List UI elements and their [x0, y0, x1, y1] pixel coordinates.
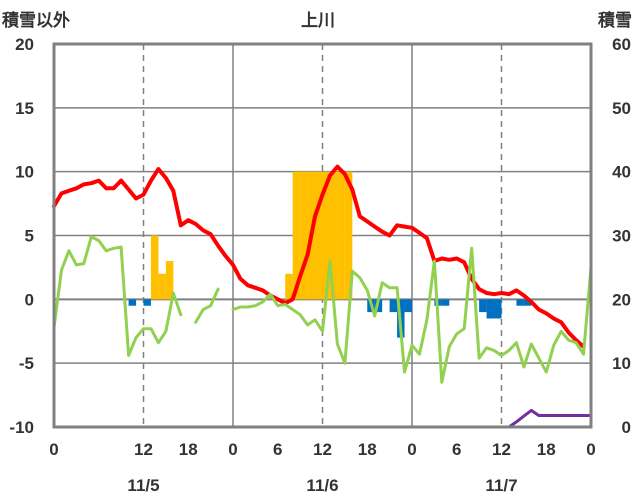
- negative-bar: [389, 299, 398, 313]
- negative-bar: [441, 299, 450, 306]
- left-tick-label: 10: [15, 163, 34, 182]
- left-tick-label: 20: [15, 35, 34, 54]
- right-tick-label: 40: [612, 163, 631, 182]
- day-label: 11/6: [306, 476, 338, 495]
- left-tick-label: 5: [25, 227, 34, 246]
- right-tick-label: 10: [612, 354, 631, 373]
- negative-bar: [516, 299, 524, 306]
- plot-frame: [52, 42, 593, 429]
- right-tick-label: 50: [612, 99, 631, 118]
- series-line: [194, 287, 220, 324]
- right-tick-label: 60: [612, 35, 631, 54]
- negative-bar: [486, 299, 495, 319]
- x-tick-label: 18: [179, 440, 198, 459]
- right-axis-title: 積雪: [598, 10, 632, 30]
- negative-bar: [143, 299, 151, 306]
- x-tick-label: 6: [452, 440, 461, 459]
- positive-bar: [165, 261, 174, 300]
- left-tick-label: 0: [25, 290, 34, 309]
- positive-bar: [315, 171, 323, 300]
- x-tick-label: 0: [407, 440, 416, 459]
- negative-bar: [404, 299, 412, 313]
- positive-bar: [300, 171, 308, 300]
- positive-bar: [322, 171, 330, 300]
- x-tick-label: 12: [492, 440, 511, 459]
- x-tick-label: 0: [228, 440, 237, 459]
- positive-bar: [344, 171, 353, 300]
- x-tick-label: 18: [358, 440, 377, 459]
- negative-bar: [128, 299, 137, 306]
- positive-bar: [158, 273, 166, 300]
- series-line: [52, 164, 586, 349]
- positive-bar: [285, 273, 293, 300]
- right-tick-label: 30: [612, 227, 631, 246]
- x-tick-label: 18: [537, 440, 556, 459]
- right-tick-label: 0: [622, 418, 631, 437]
- positive-bar: [150, 235, 159, 300]
- x-tick-label: 12: [134, 440, 153, 459]
- left-tick-label: 15: [15, 99, 34, 118]
- day-label: 11/7: [485, 476, 517, 495]
- left-tick-label: -10: [9, 418, 34, 437]
- positive-bar: [292, 171, 301, 300]
- left-axis-title: 積雪以外: [2, 10, 70, 30]
- series-line: [52, 235, 183, 357]
- chart-title: 上川: [301, 11, 335, 30]
- left-tick-label: -5: [19, 354, 34, 373]
- negative-bar: [494, 299, 502, 319]
- x-tick-label: 12: [313, 440, 332, 459]
- negative-bar: [523, 299, 532, 306]
- right-tick-label: 20: [612, 290, 631, 309]
- positive-bar: [337, 171, 345, 300]
- x-tick-label: 6: [273, 440, 282, 459]
- positive-bar: [329, 171, 338, 300]
- x-tick-label: 0: [586, 440, 595, 459]
- negative-bar: [479, 299, 487, 313]
- axis-ticks: -10 -5 0 5 10 15 20 0 10 20 30 40 50 60 0 12 18 0 6 12 18 0 6 1…: [9, 35, 631, 495]
- x-tick-label: 0: [49, 440, 58, 459]
- day-label: 11/5: [127, 476, 159, 495]
- series-line: [231, 246, 593, 384]
